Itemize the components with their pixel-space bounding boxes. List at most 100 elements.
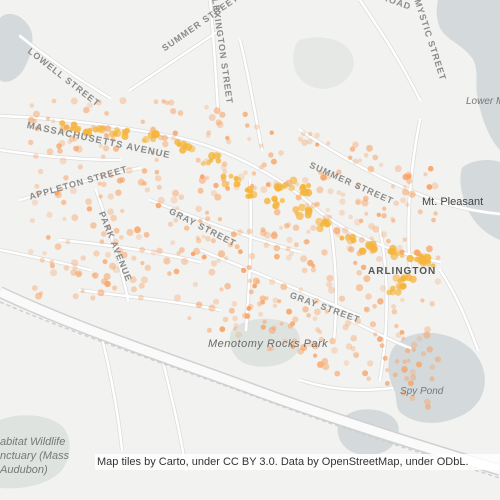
density-dot (247, 136, 252, 141)
density-dot (431, 217, 436, 223)
density-dot (131, 286, 137, 293)
density-dot (242, 111, 248, 118)
density-dot (196, 238, 202, 244)
density-dot (57, 148, 63, 154)
density-dot (325, 207, 330, 213)
density-dot (391, 309, 398, 315)
density-dot (221, 161, 228, 167)
density-dot (163, 257, 171, 265)
density-dot (85, 198, 92, 206)
density-dot (430, 263, 436, 269)
density-dot (142, 135, 150, 144)
density-dot (210, 260, 218, 267)
density-dot (206, 130, 212, 136)
density-dot (71, 259, 79, 267)
density-dot (260, 227, 266, 233)
density-dot (364, 211, 369, 216)
density-dot (104, 111, 109, 116)
density-dot (33, 110, 40, 118)
density-dot (315, 217, 323, 226)
density-dot (301, 139, 308, 146)
density-dot (259, 295, 266, 302)
label-lower-mystic: Lower M (466, 96, 500, 107)
density-dot (179, 146, 187, 154)
density-dot (315, 142, 320, 147)
density-dot (389, 285, 396, 292)
density-dot (120, 251, 128, 259)
density-dot (173, 218, 179, 223)
density-dot (39, 257, 45, 263)
density-dot (246, 265, 252, 271)
density-dot (217, 250, 226, 258)
density-dot (426, 184, 433, 190)
density-dot (222, 169, 228, 175)
density-dot (372, 303, 377, 309)
density-dot (87, 127, 93, 133)
density-dot (224, 256, 229, 261)
road-segment (378, 228, 389, 382)
density-dot (112, 238, 119, 246)
density-dot (344, 320, 352, 327)
highway-route-2 (0, 287, 500, 475)
density-dot (396, 244, 403, 251)
density-dot (219, 287, 224, 292)
density-dot (213, 298, 220, 305)
density-dot (301, 267, 308, 274)
density-dot (360, 264, 367, 270)
density-dot (395, 332, 402, 338)
road-segment (18, 166, 142, 202)
density-dot (321, 249, 328, 256)
density-dot (379, 285, 387, 292)
density-dot (279, 225, 284, 230)
density-dot (144, 187, 151, 193)
density-dot (174, 138, 181, 146)
density-dot (143, 231, 150, 238)
density-dot (120, 208, 125, 214)
density-dot (29, 103, 35, 108)
density-dot (213, 182, 219, 189)
density-dot (410, 341, 418, 349)
density-dot (361, 199, 369, 207)
density-dot (46, 211, 53, 218)
density-dot (181, 257, 189, 265)
density-dot (124, 127, 131, 134)
density-dot (168, 99, 175, 106)
density-dot (29, 217, 35, 224)
density-dot (161, 99, 166, 104)
density-dot (59, 157, 67, 165)
density-dot (391, 218, 396, 223)
density-dot (369, 240, 377, 248)
density-dot (101, 231, 107, 237)
density-dot (174, 294, 181, 302)
density-dot (107, 193, 114, 200)
density-dot (310, 202, 317, 209)
density-dot (420, 351, 427, 357)
density-dot (381, 213, 387, 219)
density-dot (417, 256, 426, 264)
density-dot (423, 253, 432, 262)
density-dot (391, 304, 397, 310)
density-dot (410, 374, 417, 381)
density-dot (205, 133, 211, 138)
density-dot (63, 265, 70, 271)
density-dot (182, 143, 188, 149)
density-dot (217, 217, 222, 222)
density-dot (204, 175, 210, 180)
density-dot (99, 239, 105, 244)
density-dot (355, 199, 361, 206)
density-dot (338, 295, 346, 302)
density-dot (434, 278, 442, 285)
density-dot (268, 152, 274, 158)
density-dot (54, 190, 60, 196)
density-dot (363, 306, 369, 312)
density-dot (260, 186, 268, 193)
density-dot (286, 236, 293, 243)
density-dot (363, 275, 371, 283)
density-dot (312, 316, 318, 322)
density-dot (34, 183, 40, 189)
density-dot (92, 126, 99, 133)
density-dot (366, 376, 372, 382)
density-dot (339, 235, 345, 241)
density-dot (310, 267, 316, 273)
